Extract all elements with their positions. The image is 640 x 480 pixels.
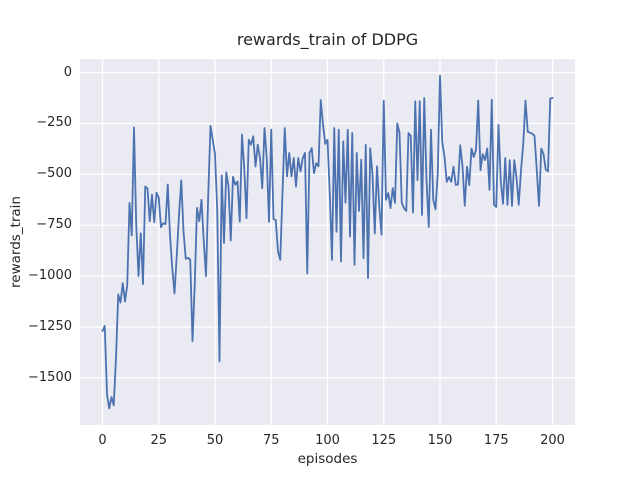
x-tick-label: 175 <box>483 433 509 448</box>
y-tick-label: −1000 <box>28 268 72 284</box>
x-tick-label: 50 <box>206 433 224 448</box>
x-tick-label: 25 <box>150 433 168 448</box>
x-tick-label: 75 <box>262 433 280 448</box>
y-tick-label: −1250 <box>28 318 72 334</box>
x-tick-label: 0 <box>98 433 107 448</box>
y-tick-label: −250 <box>36 115 72 131</box>
x-tick-label: 100 <box>315 433 340 448</box>
data-line-rewards_train <box>101 74 554 410</box>
y-tick-label: 0 <box>63 64 72 80</box>
plot-area <box>80 59 575 425</box>
chart-title: rewards_train of DDPG <box>236 30 419 49</box>
line-chart-svg <box>80 59 575 425</box>
y-tick-label: −1500 <box>28 369 72 385</box>
y-tick-label: −750 <box>36 217 72 233</box>
x-tick-label: 200 <box>540 433 565 448</box>
y-tick-label: −500 <box>36 166 72 182</box>
x-axis-label: episodes <box>297 451 358 467</box>
x-tick-label: 125 <box>371 433 397 448</box>
x-tick-label: 150 <box>427 433 453 448</box>
y-axis-label: rewards_train <box>8 196 24 288</box>
